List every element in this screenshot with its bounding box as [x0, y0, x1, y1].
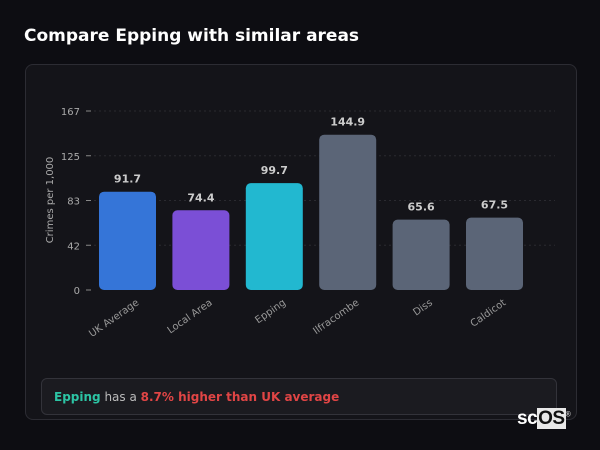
y-axis-label: Crimes per 1,000 — [45, 157, 56, 244]
bar-value-label: 144.9 — [330, 116, 365, 129]
x-tick-label: Epping — [253, 297, 288, 326]
y-tick-label: 167 — [61, 107, 80, 118]
scos-logo: scOS® — [517, 408, 571, 429]
x-tick-label: UK Average — [87, 297, 141, 339]
bar-value-label: 91.7 — [114, 173, 141, 186]
y-tick-label: 125 — [61, 152, 80, 163]
x-tick-label: Diss — [411, 297, 434, 318]
bar — [392, 219, 450, 290]
bar — [99, 191, 156, 290]
bar-value-label: 99.7 — [261, 164, 288, 177]
summary-box: Epping has a 8.7% higher than UK average — [41, 378, 557, 415]
bar — [245, 183, 303, 290]
x-tick-label: Ilfracombe — [311, 297, 361, 337]
x-tick-label: Local Area — [166, 297, 215, 336]
bar-value-label: 65.6 — [408, 201, 435, 214]
bar-value-label: 67.5 — [481, 199, 508, 212]
bar — [319, 134, 377, 290]
y-tick-label: 42 — [67, 241, 80, 252]
summary-comparison: 8.7% higher than UK average — [140, 390, 340, 404]
bar — [466, 217, 523, 290]
x-tick-label: Caldicot — [469, 297, 509, 329]
summary-area: Epping — [54, 390, 101, 404]
summary-text: has a — [100, 390, 141, 404]
bar-value-label: 74.4 — [187, 191, 214, 204]
y-tick-label: 83 — [67, 197, 80, 208]
y-tick-label: 0 — [74, 286, 80, 297]
bar — [172, 210, 230, 290]
page-title: Compare Epping with similar areas — [24, 26, 360, 46]
